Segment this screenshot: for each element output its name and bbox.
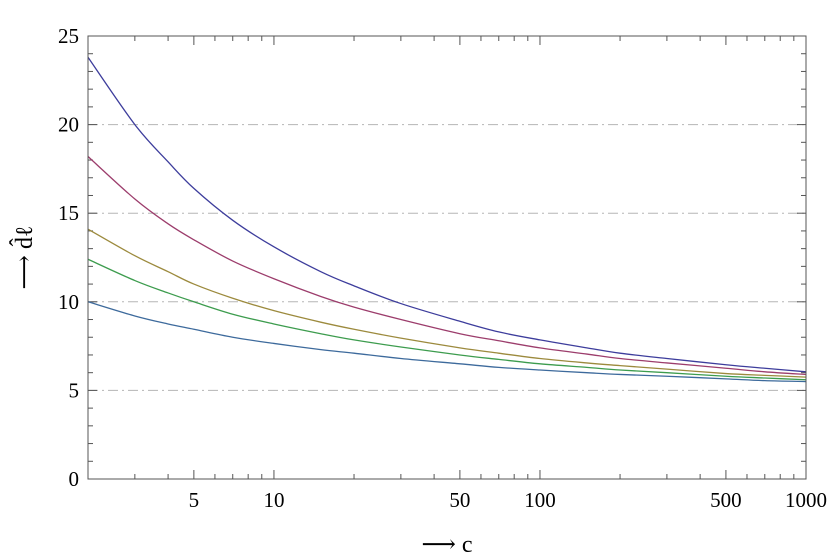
- series-line-2: [87, 156, 807, 376]
- series-line-5: [87, 301, 807, 383]
- series-line-3: [87, 228, 807, 378]
- series-line-1: [87, 56, 807, 373]
- y-tick-label: 0: [69, 467, 80, 491]
- x-tick-label: 500: [710, 488, 742, 512]
- x-tick-label: 50: [449, 488, 470, 512]
- x-tick-label: 5: [189, 488, 200, 512]
- y-tick-label: 20: [58, 113, 79, 137]
- plot-frame: [87, 35, 807, 480]
- series-line-4: [87, 258, 807, 381]
- y-tick-label: 25: [58, 24, 79, 48]
- x-tick-label: 1000: [785, 488, 827, 512]
- gridlines: [88, 124, 806, 391]
- y-axis-title: ⟶ d̂ℓ: [9, 226, 38, 290]
- x-tick-label: 100: [524, 488, 556, 512]
- y-tick-label: 5: [69, 378, 80, 402]
- x-axis-title: ⟶ c: [421, 532, 472, 558]
- x-tick-label: 10: [263, 488, 284, 512]
- y-tick-label: 15: [58, 201, 79, 225]
- series-lines: [87, 56, 807, 383]
- axis-ticks: [87, 35, 807, 480]
- y-tick-label: 10: [58, 290, 79, 314]
- tick-labels: 5 10 50 100 500 1000 0 5 10 15 20 25: [58, 24, 827, 512]
